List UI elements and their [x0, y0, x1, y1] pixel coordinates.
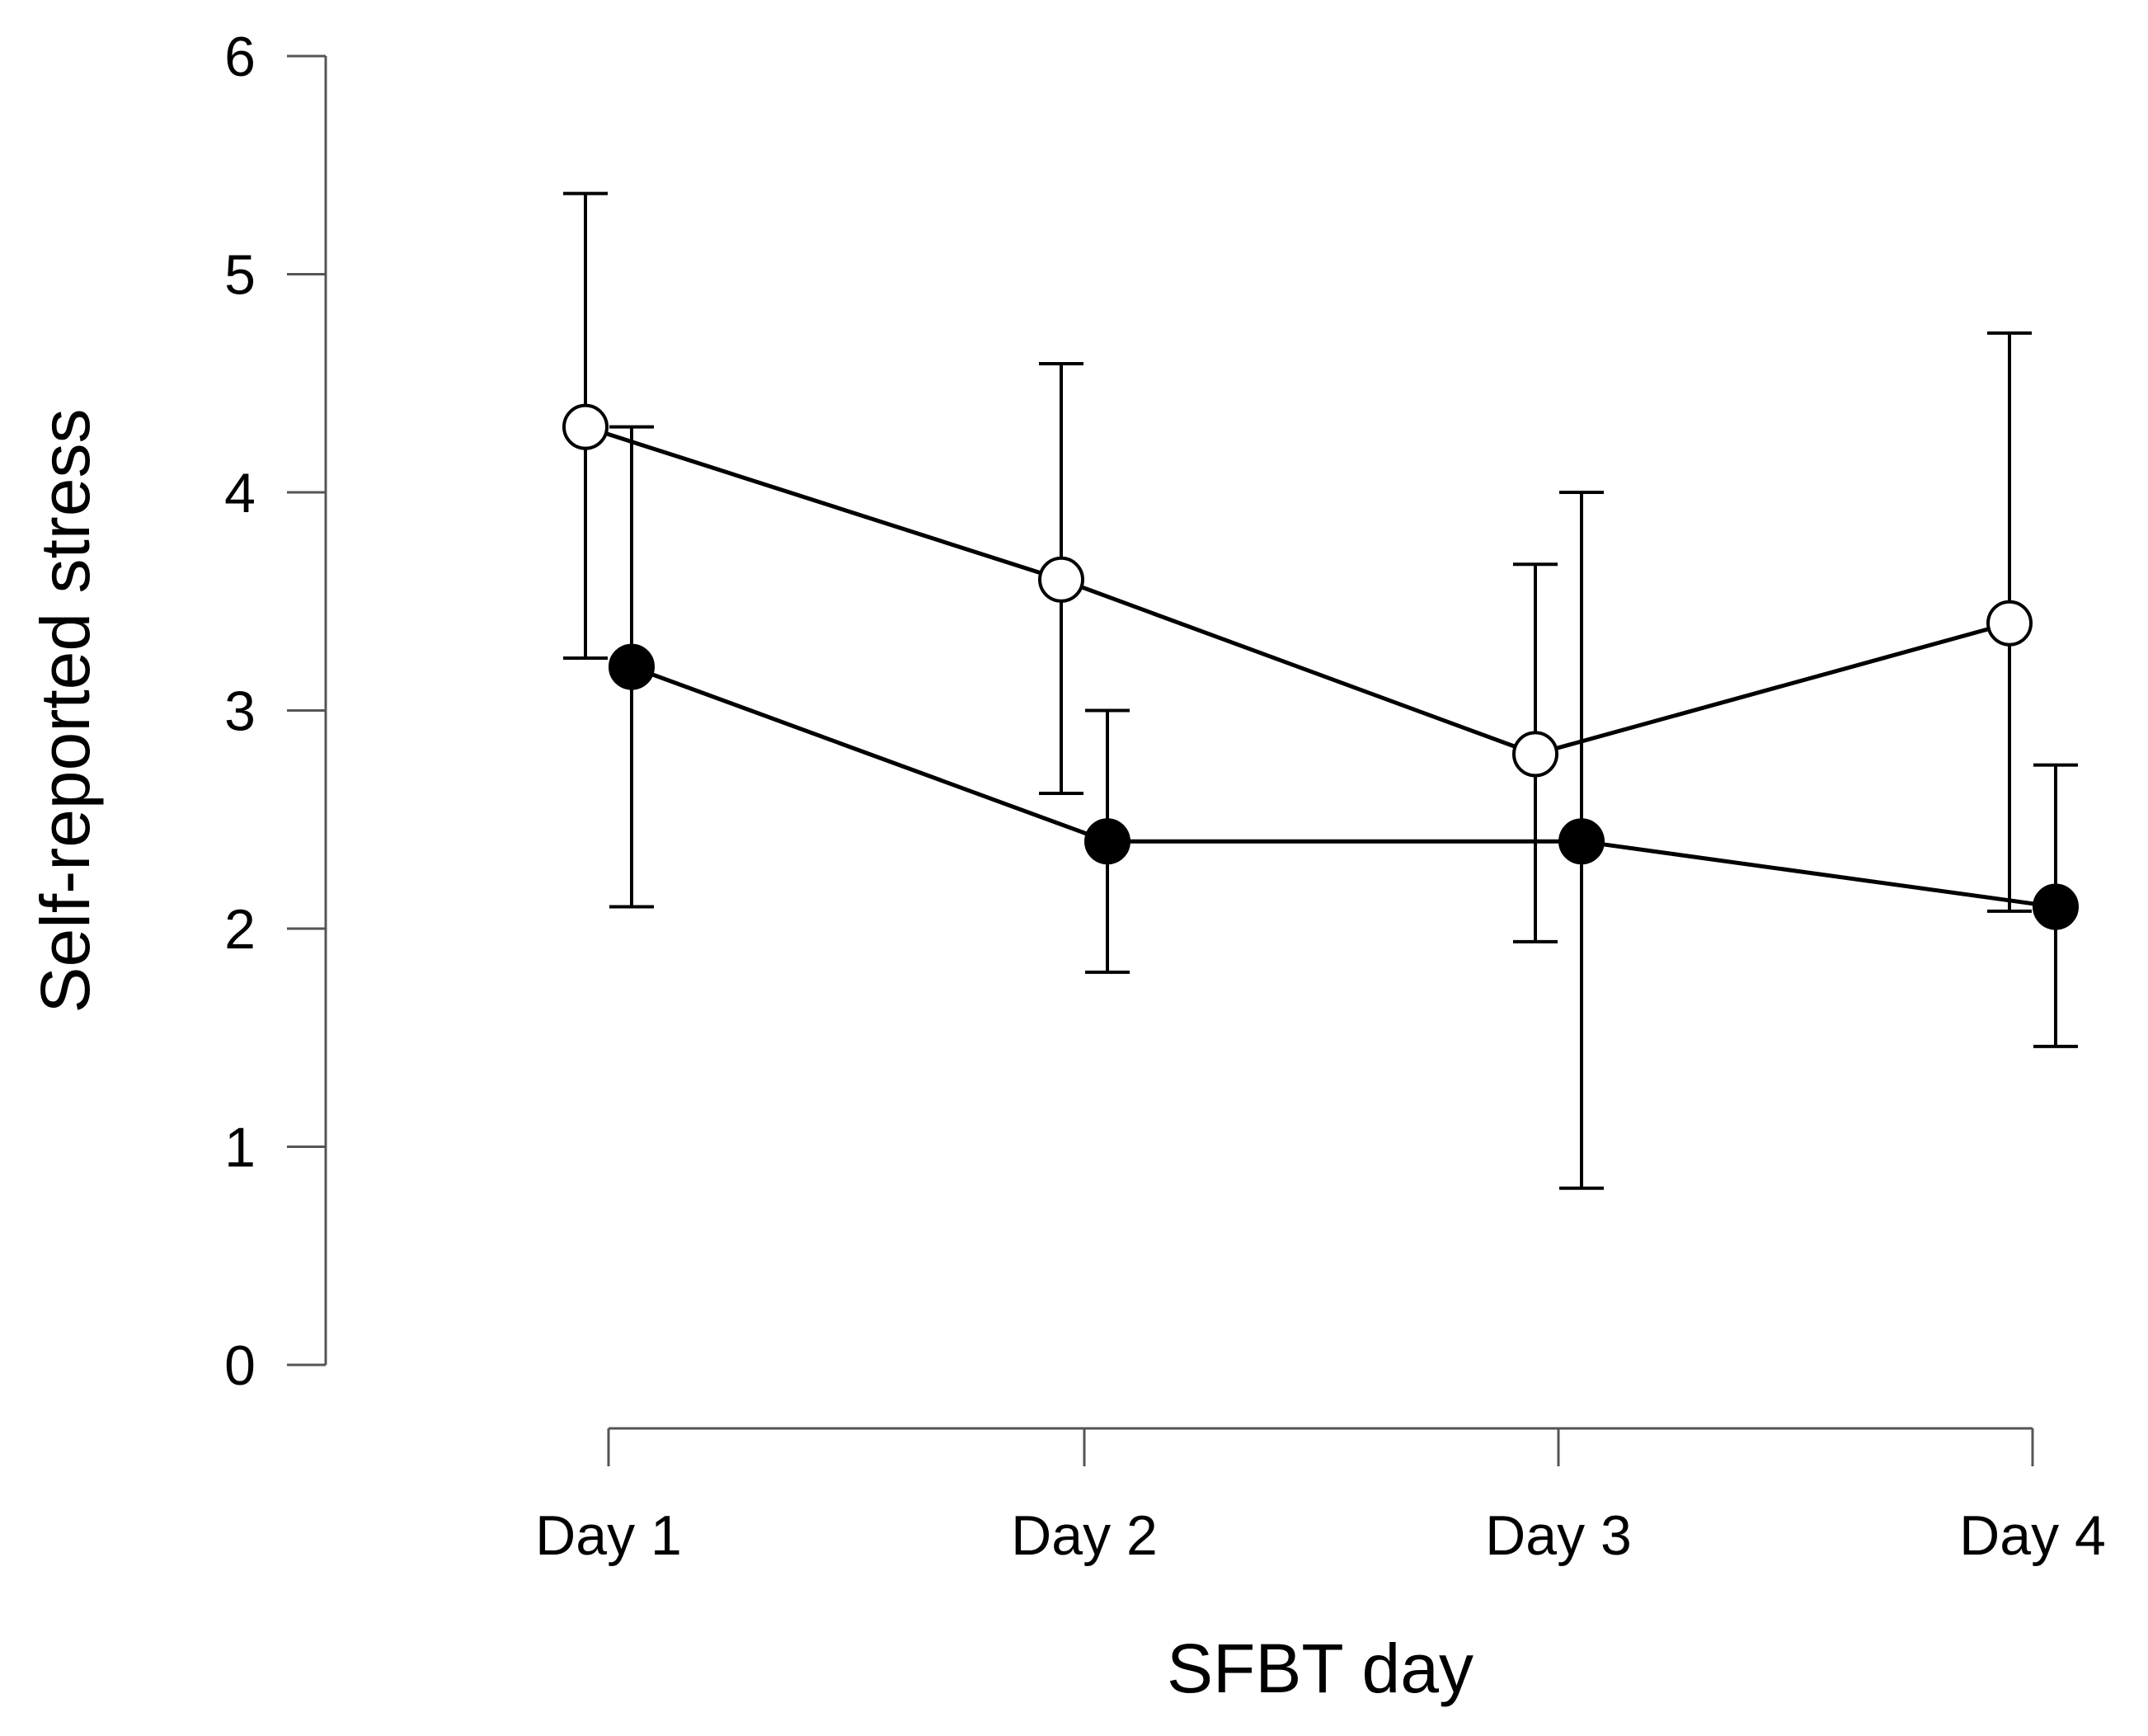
y-tick-label: 6: [224, 26, 256, 88]
x-axis-title: SFBT day: [1167, 1630, 1474, 1707]
x-tick-label: Day 3: [1485, 1504, 1632, 1567]
error-bars-open-circles: [563, 191, 2032, 943]
x-tick-label: Day 2: [1011, 1504, 1158, 1567]
y-tick-label: 4: [224, 462, 256, 525]
y-tick-label: 2: [224, 898, 256, 961]
data-point: [1558, 818, 1605, 865]
x-tick-label: Day 1: [535, 1504, 682, 1567]
y-axis-ticks: 0 1 2 3 4 5 6: [224, 26, 326, 1397]
series-line-filled-circles: [631, 665, 2056, 910]
plot-area: [562, 191, 2079, 1190]
x-axis-ticks: Day 1 Day 2 Day 3 Day 4: [535, 1428, 2106, 1567]
y-tick-label: 0: [224, 1334, 256, 1397]
data-point: [2033, 883, 2079, 930]
data-point: [1986, 600, 2033, 647]
y-tick-label: 1: [224, 1117, 256, 1179]
series-line-open-circles: [585, 425, 2010, 757]
y-tick-label: 5: [224, 244, 256, 307]
markers-open-circles: [562, 403, 2033, 778]
data-point: [609, 643, 655, 690]
y-tick-label: 3: [224, 680, 256, 743]
y-axis-title: Self-reported stress: [26, 409, 104, 1014]
data-point: [1512, 731, 1558, 778]
error-bars-filled-circles: [609, 425, 2078, 1190]
data-point: [1084, 818, 1130, 865]
markers-filled-circles: [609, 643, 2079, 930]
x-tick-label: Day 4: [1959, 1504, 2106, 1567]
data-point: [1038, 556, 1084, 603]
data-point: [562, 403, 609, 450]
